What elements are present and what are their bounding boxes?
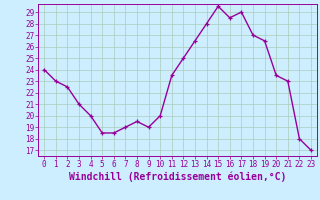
- X-axis label: Windchill (Refroidissement éolien,°C): Windchill (Refroidissement éolien,°C): [69, 172, 286, 182]
